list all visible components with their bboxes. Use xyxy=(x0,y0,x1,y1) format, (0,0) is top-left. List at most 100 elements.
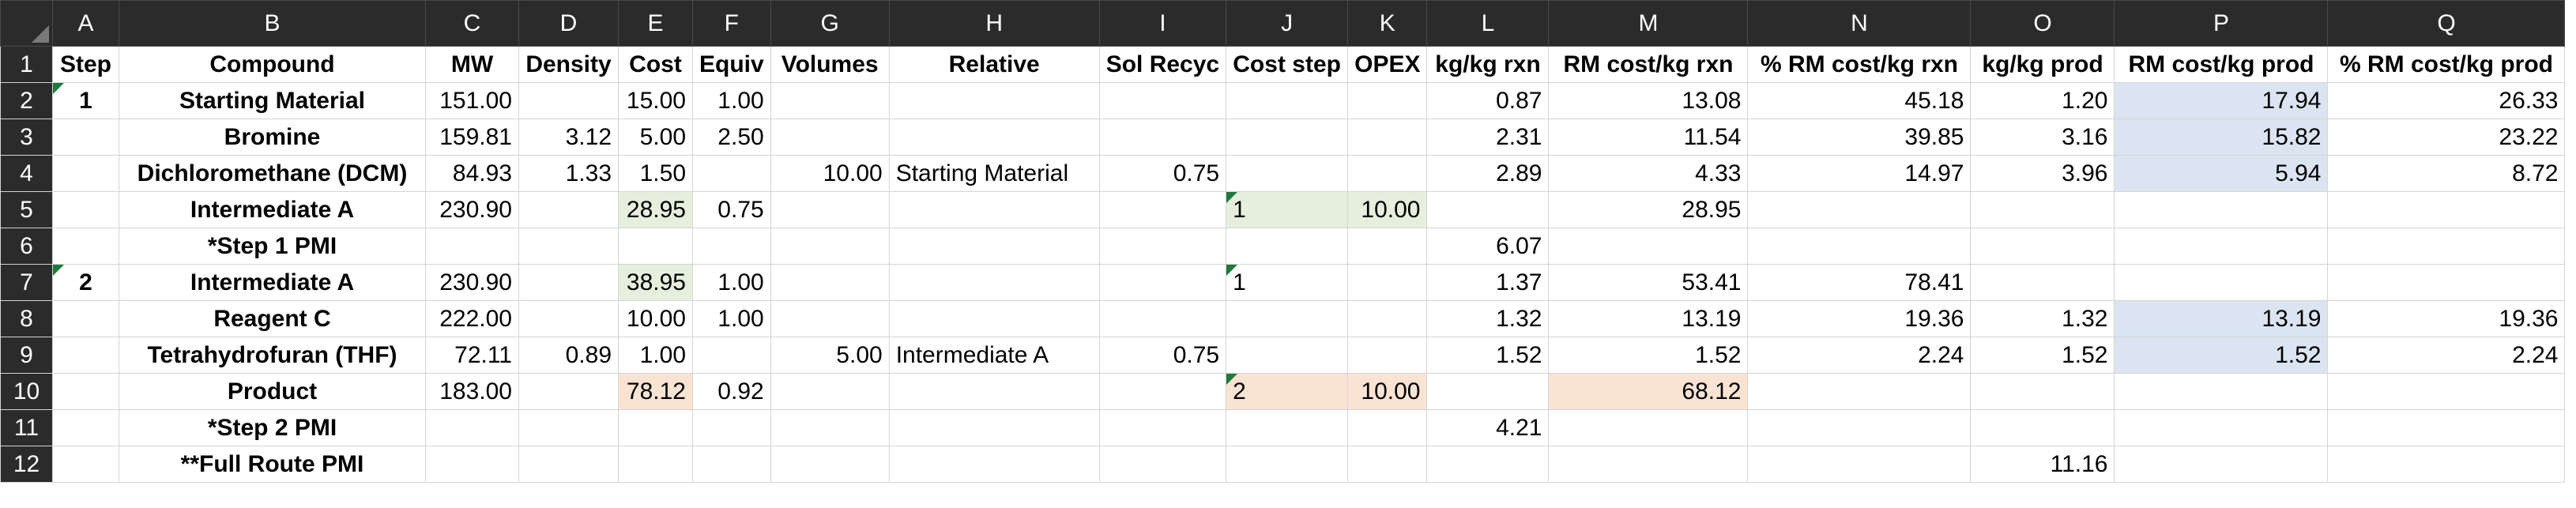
cell[interactable] xyxy=(1226,300,1349,337)
cell[interactable] xyxy=(888,373,1100,410)
cell[interactable] xyxy=(1226,409,1349,446)
column-header[interactable]: I xyxy=(1098,0,1227,47)
cell[interactable] xyxy=(52,191,119,228)
cell[interactable]: 151.00 xyxy=(425,82,519,119)
cell[interactable]: **Full Route PMI xyxy=(119,446,426,483)
cell[interactable]: 222.00 xyxy=(425,300,519,337)
cell[interactable] xyxy=(52,119,119,156)
cell[interactable] xyxy=(2327,409,2566,446)
cell[interactable] xyxy=(2114,264,2329,301)
cell[interactable]: 10.00 xyxy=(1347,191,1428,228)
column-header[interactable]: B xyxy=(119,0,426,47)
cell[interactable] xyxy=(1098,82,1227,119)
cell[interactable] xyxy=(52,337,119,374)
cell[interactable]: RM cost/kg rxn xyxy=(1548,46,1749,83)
cell[interactable] xyxy=(1347,82,1428,119)
column-header[interactable]: F xyxy=(692,0,771,47)
cell[interactable] xyxy=(1226,337,1349,374)
cell[interactable] xyxy=(1548,446,1749,483)
cell[interactable]: 1.00 xyxy=(618,337,693,374)
select-all-corner[interactable] xyxy=(0,0,53,47)
cell[interactable]: 5.00 xyxy=(770,337,890,374)
cell[interactable] xyxy=(2327,228,2566,265)
cell[interactable]: Bromine xyxy=(119,119,426,156)
cell[interactable] xyxy=(1098,373,1227,410)
cell[interactable] xyxy=(518,409,619,446)
cell[interactable]: 13.08 xyxy=(1548,82,1749,119)
cell[interactable]: 1.52 xyxy=(1970,337,2115,374)
row-header[interactable]: 8 xyxy=(0,300,53,337)
cell[interactable]: 1 xyxy=(1226,264,1349,301)
cell[interactable]: 19.36 xyxy=(2327,300,2566,337)
column-header[interactable]: K xyxy=(1347,0,1428,47)
cell[interactable] xyxy=(770,446,890,483)
row-header[interactable]: 4 xyxy=(0,155,53,192)
cell[interactable] xyxy=(1548,228,1749,265)
cell[interactable]: 15.00 xyxy=(618,82,693,119)
cell[interactable] xyxy=(52,300,119,337)
cell[interactable] xyxy=(1226,446,1349,483)
cell[interactable] xyxy=(52,446,119,483)
cell[interactable]: 78.41 xyxy=(1747,264,1972,301)
cell[interactable]: 11.54 xyxy=(1548,119,1749,156)
cell[interactable] xyxy=(2114,446,2329,483)
cell[interactable] xyxy=(518,264,619,301)
cell[interactable] xyxy=(770,264,890,301)
cell[interactable]: 0.92 xyxy=(692,373,771,410)
cell[interactable]: 4.33 xyxy=(1548,155,1749,192)
cell[interactable]: 0.89 xyxy=(518,337,619,374)
cell[interactable]: 26.33 xyxy=(2327,82,2566,119)
cell[interactable] xyxy=(2114,373,2329,410)
cell[interactable]: 1.52 xyxy=(1426,337,1550,374)
cell[interactable]: RM cost/kg prod xyxy=(2114,46,2329,83)
column-header[interactable]: H xyxy=(888,0,1100,47)
cell[interactable] xyxy=(1426,373,1550,410)
cell[interactable] xyxy=(888,264,1100,301)
cell[interactable]: 2.89 xyxy=(1426,155,1550,192)
cell[interactable]: Starting Material xyxy=(119,82,426,119)
cell[interactable] xyxy=(770,409,890,446)
cell[interactable]: Step xyxy=(52,46,119,83)
cell[interactable]: 15.82 xyxy=(2114,119,2329,156)
cell[interactable] xyxy=(2327,373,2566,410)
cell[interactable]: 10.00 xyxy=(1347,373,1428,410)
cell[interactable]: Density xyxy=(518,46,619,83)
cell[interactable] xyxy=(770,300,890,337)
cell[interactable] xyxy=(770,373,890,410)
cell[interactable] xyxy=(518,373,619,410)
column-header[interactable]: O xyxy=(1970,0,2115,47)
cell[interactable]: 1.20 xyxy=(1970,82,2115,119)
row-header[interactable]: 10 xyxy=(0,373,53,410)
cell[interactable]: 1.52 xyxy=(1548,337,1749,374)
column-header[interactable]: J xyxy=(1226,0,1349,47)
cell[interactable] xyxy=(518,446,619,483)
cell[interactable] xyxy=(692,446,771,483)
cell[interactable]: 14.97 xyxy=(1747,155,1972,192)
cell[interactable] xyxy=(1226,82,1349,119)
cell[interactable]: 38.95 xyxy=(618,264,693,301)
cell[interactable]: Dichloromethane (DCM) xyxy=(119,155,426,192)
cell[interactable]: 1.32 xyxy=(1970,300,2115,337)
cell[interactable] xyxy=(1347,155,1428,192)
cell[interactable]: 2.24 xyxy=(1747,337,1972,374)
cell[interactable]: 28.95 xyxy=(618,191,693,228)
cell[interactable]: 6.07 xyxy=(1426,228,1550,265)
cell[interactable]: 2.31 xyxy=(1426,119,1550,156)
cell[interactable]: 0.75 xyxy=(692,191,771,228)
cell[interactable] xyxy=(888,119,1100,156)
cell[interactable] xyxy=(1098,264,1227,301)
cell[interactable]: Intermediate A xyxy=(888,337,1100,374)
cell[interactable]: 2 xyxy=(1226,373,1349,410)
cell[interactable] xyxy=(2114,409,2329,446)
cell[interactable] xyxy=(425,446,519,483)
cell[interactable] xyxy=(2114,191,2329,228)
cell[interactable]: MW xyxy=(425,46,519,83)
cell[interactable]: 0.75 xyxy=(1098,337,1227,374)
cell[interactable] xyxy=(518,82,619,119)
cell[interactable]: 39.85 xyxy=(1747,119,1972,156)
cell[interactable]: 78.12 xyxy=(618,373,693,410)
cell[interactable] xyxy=(1970,373,2115,410)
row-header[interactable]: 6 xyxy=(0,228,53,265)
cell[interactable]: 230.90 xyxy=(425,264,519,301)
column-header[interactable]: E xyxy=(618,0,693,47)
